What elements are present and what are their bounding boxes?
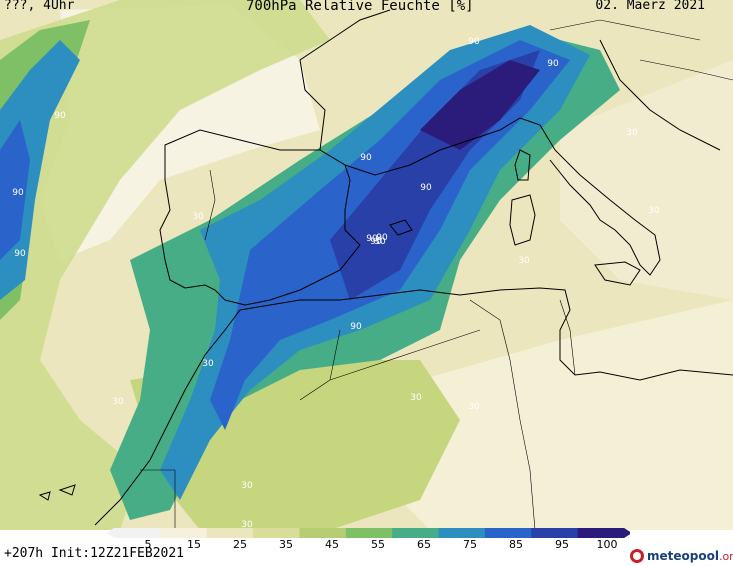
colorbar-tick-label: 35 xyxy=(279,538,293,551)
colorbar-arrow-right xyxy=(624,528,630,538)
brand-tld: .org xyxy=(718,550,733,563)
contour-label: 30 xyxy=(468,402,480,412)
contour-label: 90 xyxy=(420,183,432,193)
colorbar-segment xyxy=(392,528,440,538)
map-title: 700hPa Relative Feuchte [%] xyxy=(246,0,474,14)
dry-area-sahara xyxy=(380,300,733,530)
logo-icon xyxy=(630,549,644,563)
moist-band-9 xyxy=(0,120,30,260)
colorbar-segment xyxy=(438,528,486,538)
forecast-date: 02. Maerz 2021 xyxy=(595,0,705,13)
contour-label: 90 xyxy=(376,233,388,243)
moist-band-1 xyxy=(0,0,330,530)
contour-label: 90 xyxy=(14,249,26,259)
colorbar xyxy=(106,528,630,538)
coast-north-africa xyxy=(239,287,733,381)
coast-sardinia xyxy=(509,194,536,246)
colorbar-tick-label: 65 xyxy=(417,538,431,551)
colorbar-tick-label: 95 xyxy=(555,538,569,551)
coast-corsica xyxy=(514,149,531,181)
colorbar-segment xyxy=(160,528,208,538)
colorbar-segment xyxy=(484,528,532,538)
colorbar-tick-label: 45 xyxy=(325,538,339,551)
dry-area-mideast xyxy=(560,60,733,300)
colorbar-tick-label: 55 xyxy=(371,538,385,551)
contour-label: 90 xyxy=(360,153,372,163)
contour-label: 90 xyxy=(366,234,378,244)
colorbar-arrow-left xyxy=(106,528,114,538)
brand-logo-link[interactable]: meteopool.org xyxy=(630,546,733,566)
colorbar-segment xyxy=(206,528,254,538)
contour-label: 90 xyxy=(468,37,480,47)
contour-label: 30 xyxy=(374,237,386,247)
coast-balearics xyxy=(389,219,413,236)
colorbar-segment xyxy=(531,528,579,538)
coast-italy xyxy=(519,39,721,276)
contour-label: 30 xyxy=(112,397,124,407)
contour-label: 90 xyxy=(12,188,24,198)
coast-canaries xyxy=(38,484,76,501)
coastlines xyxy=(38,9,733,526)
contour-label: 90 xyxy=(54,111,66,121)
coast-morocco xyxy=(94,309,241,526)
brand-main: meteopool xyxy=(647,549,719,563)
contour-label: 90 xyxy=(547,59,559,69)
coast-france xyxy=(299,9,521,176)
colorbar-tick-label: 100 xyxy=(596,538,618,551)
contour-label: 90 xyxy=(350,322,362,332)
colorbar-tick-label: 85 xyxy=(509,538,523,551)
colorbar-segment xyxy=(253,528,300,538)
forecast-day-label: ???, 4Uhr xyxy=(4,0,75,13)
colorbar-tick-label: 25 xyxy=(233,538,247,551)
contour-label: 30 xyxy=(202,359,214,369)
colorbar-tick-label: 75 xyxy=(463,538,477,551)
brand-name: meteopool.org xyxy=(647,549,733,563)
colorbar-segment xyxy=(577,528,625,538)
colorbar-segment xyxy=(345,528,393,538)
colorbar-tick-label: 15 xyxy=(187,538,201,551)
contour-label: 30 xyxy=(626,128,638,138)
run-info: +207h Init:12Z21FEB2021 xyxy=(4,546,185,561)
contour-label: 30 xyxy=(192,212,204,222)
contour-label: 30 xyxy=(518,256,530,266)
contour-label: 30 xyxy=(241,520,253,530)
contour-label: 30 xyxy=(241,481,253,491)
colorbar-segment xyxy=(114,528,161,538)
colorbar-tick-label: 5 xyxy=(144,538,152,551)
contour-label: 30 xyxy=(410,393,422,403)
coast-sicily xyxy=(594,261,641,286)
moist-core xyxy=(420,60,540,150)
contour-label: 30 xyxy=(648,206,660,216)
colorbar-segment xyxy=(299,528,347,538)
contour-label: 90 xyxy=(370,237,382,247)
borders xyxy=(140,19,733,531)
